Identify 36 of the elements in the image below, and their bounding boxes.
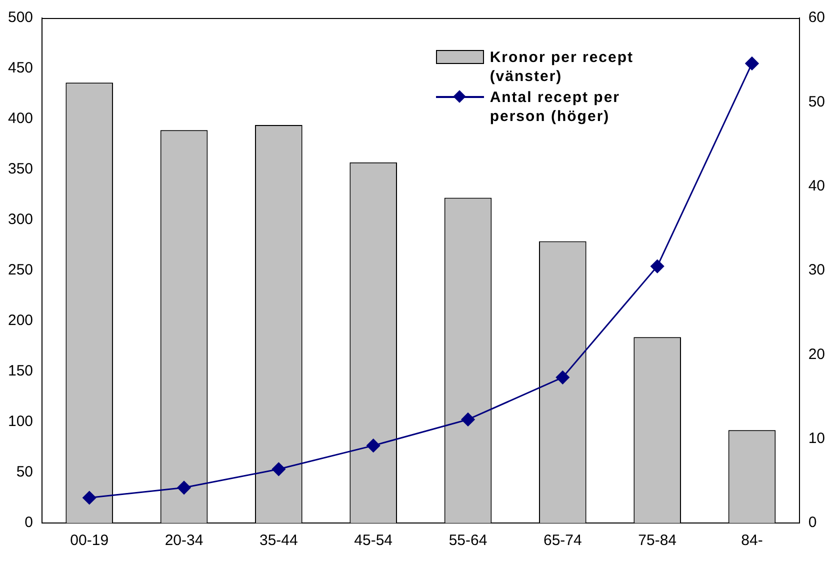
point xyxy=(82,491,96,504)
y-tick-label: 200 xyxy=(8,312,34,330)
y-tick-label: 50 xyxy=(16,464,34,481)
y-tick-label: 100 xyxy=(8,413,34,430)
point xyxy=(272,462,286,476)
y2-tick-label: 50 xyxy=(808,93,826,110)
y-tick-label: 300 xyxy=(8,211,34,228)
y2-tick-label: 30 xyxy=(808,262,826,279)
y-tick-label: 450 xyxy=(8,60,34,77)
point xyxy=(745,56,759,70)
y-tick-label: 500 xyxy=(8,9,34,26)
y-tick-label: 0 xyxy=(24,514,34,532)
y-tick-label: 350 xyxy=(8,160,34,178)
y2-tick-label: 40 xyxy=(808,177,826,194)
point xyxy=(366,438,380,452)
x-tick-label: 65-74 xyxy=(543,532,582,550)
x-tick-label: 45-54 xyxy=(354,532,393,550)
y-tick-label: 150 xyxy=(8,362,34,380)
point xyxy=(461,412,475,426)
x-tick-label: 00-19 xyxy=(70,532,109,550)
x-tick-label: 84- xyxy=(741,532,763,550)
x-tick-label: 55-64 xyxy=(448,532,488,550)
legend-label: Kronor per recept (vänster) xyxy=(490,48,635,86)
y-tick-label: 400 xyxy=(8,110,34,128)
y-tick-label: 250 xyxy=(8,262,34,279)
y2-tick-label: 10 xyxy=(808,430,826,447)
y2-tick-label: 0 xyxy=(808,514,817,532)
point xyxy=(556,370,570,384)
legend-label: Antal recept per person (höger) xyxy=(490,88,622,126)
point xyxy=(177,480,191,494)
x-tick-label: 35-44 xyxy=(259,532,298,550)
y2-tick-label: 20 xyxy=(808,346,826,363)
point xyxy=(650,260,664,274)
y2-tick-label: 60 xyxy=(808,9,826,26)
x-tick-label: 75-84 xyxy=(638,532,677,550)
x-tick-label: 20-34 xyxy=(164,532,204,550)
